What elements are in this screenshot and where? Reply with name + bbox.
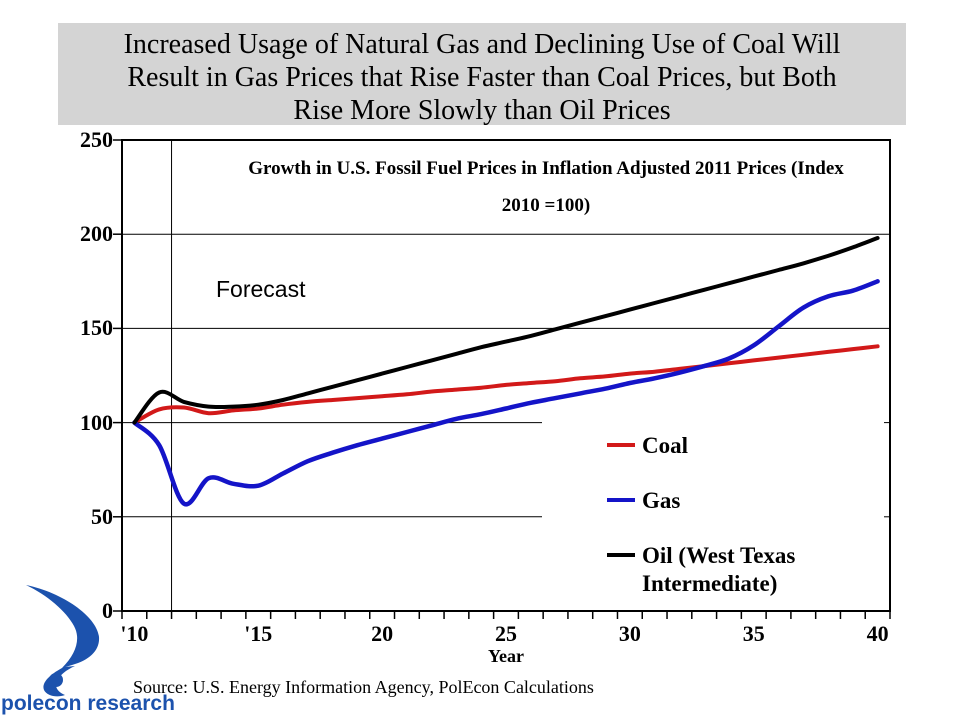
slide-title-line: Rise More Slowly than Oil Prices xyxy=(293,95,671,126)
chart-title-line: 2010 =100) xyxy=(501,195,591,216)
x-axis-title: Year xyxy=(488,646,524,666)
series-oil-line xyxy=(132,236,880,425)
x-axis-tick-label: 20 xyxy=(371,621,394,646)
y-axis-tick-label: 50 xyxy=(91,503,113,529)
legend-label: Coal xyxy=(642,433,688,458)
series-coal-line xyxy=(132,344,880,425)
legend-item: Gas xyxy=(607,487,680,515)
y-axis-tick-label: 150 xyxy=(80,315,113,341)
legend-swatch-icon xyxy=(607,498,635,502)
x-axis-tick-label: 25 xyxy=(495,621,517,646)
y-axis-tick-label: 0 xyxy=(102,598,113,623)
legend-swatch-icon xyxy=(607,443,635,447)
x-axis-tick-label: 35 xyxy=(742,621,765,646)
legend-label: Oil (West Texas Intermediate) xyxy=(642,543,796,596)
logo-wordmark: polecon research xyxy=(1,692,175,715)
chart-title-line: Growth in U.S. Fossil Fuel Prices in Inf… xyxy=(248,158,844,179)
forecast-annotation: Forecast xyxy=(216,276,306,302)
y-axis-tick-label: 250 xyxy=(80,127,113,152)
source-note: Source: U.S. Energy Information Agency, … xyxy=(133,677,594,697)
slide-title-banner: Increased Usage of Natural Gas and Decli… xyxy=(58,23,906,126)
legend-swatch-icon xyxy=(607,553,635,557)
series-gas-line xyxy=(132,279,880,507)
plot-frame xyxy=(121,139,891,612)
y-axis-tick-label: 200 xyxy=(80,221,113,247)
legend-label: Gas xyxy=(642,488,681,513)
x-axis-tick-label: '10 xyxy=(120,621,149,646)
x-axis-tick-label: '15 xyxy=(244,621,273,646)
polecon-logo-icon xyxy=(26,585,100,697)
slide-title-line: Result in Gas Prices that Rise Faster th… xyxy=(127,62,837,93)
x-axis-tick-label: 40 xyxy=(866,621,889,646)
legend-item: Coal xyxy=(607,432,688,460)
x-axis-tick-label: 30 xyxy=(618,621,641,646)
y-axis-tick-label: 100 xyxy=(80,409,113,435)
legend-item: Oil (West Texas Intermediate) xyxy=(607,542,795,598)
slide-title-line: Increased Usage of Natural Gas and Decli… xyxy=(123,29,841,60)
chart-title: Growth in U.S. Fossil Fuel Prices in Inf… xyxy=(200,150,892,224)
